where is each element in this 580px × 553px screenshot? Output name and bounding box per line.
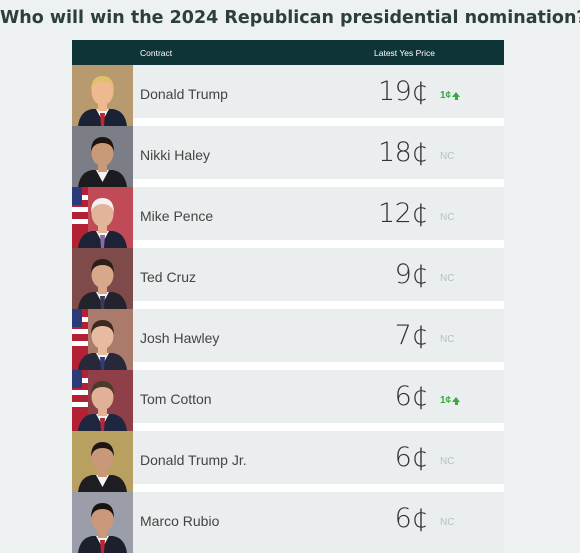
- table-row[interactable]: Donald Trump Jr. 6¢ NC: [72, 431, 504, 492]
- table-header: Contract Latest Yes Price: [72, 40, 504, 65]
- arrow-up-icon: [452, 92, 461, 97]
- no-change-text: NC: [440, 456, 455, 467]
- candidate-name[interactable]: Nikki Haley: [140, 147, 211, 163]
- table-row[interactable]: Ted Cruz 9¢ NC: [72, 248, 504, 309]
- table-row[interactable]: Nikki Haley 18¢ NC: [72, 126, 504, 187]
- arrow-up-icon: [452, 397, 461, 402]
- table-row[interactable]: Josh Hawley 7¢ NC: [72, 309, 504, 370]
- table-body: Donald Trump 19¢ 1¢ Nikki Haley 18¢ NC Mike Pe…: [72, 65, 504, 553]
- candidate-photo: [72, 431, 133, 492]
- candidate-photo: [72, 187, 133, 248]
- no-change-text: NC: [440, 334, 455, 345]
- price-change: NC: [440, 517, 454, 528]
- yes-price: 6¢: [394, 503, 429, 534]
- candidate-photo: [72, 370, 133, 431]
- candidate-photo: [72, 492, 133, 553]
- no-change-text: NC: [440, 273, 455, 284]
- yes-price: 9¢: [394, 259, 429, 290]
- no-change-text: NC: [440, 151, 455, 162]
- table-row[interactable]: Tom Cotton 6¢ 1¢: [72, 370, 504, 431]
- price-change: NC: [440, 334, 454, 345]
- candidate-photo: [72, 309, 133, 370]
- candidate-name[interactable]: Marco Rubio: [140, 513, 220, 529]
- candidate-name[interactable]: Josh Hawley: [140, 330, 220, 346]
- price-change: 1¢: [440, 395, 461, 406]
- page-title: Who will win the 2024 Republican preside…: [0, 8, 580, 28]
- yes-price: 19¢: [377, 76, 429, 107]
- no-change-text: NC: [440, 212, 455, 223]
- column-header-contract: Contract: [140, 48, 173, 58]
- price-change-text: 1¢: [440, 90, 452, 101]
- yes-price: 6¢: [394, 381, 429, 412]
- price-change: NC: [440, 151, 454, 162]
- yes-price: 18¢: [377, 137, 429, 168]
- yes-price: 7¢: [394, 320, 429, 351]
- candidate-name[interactable]: Tom Cotton: [140, 391, 212, 407]
- price-change-text: 1¢: [440, 395, 452, 406]
- price-change: NC: [440, 212, 454, 223]
- candidate-name[interactable]: Donald Trump: [140, 86, 228, 102]
- candidate-name[interactable]: Mike Pence: [140, 208, 214, 224]
- yes-price: 6¢: [394, 442, 429, 473]
- candidate-name[interactable]: Ted Cruz: [140, 269, 197, 285]
- table-row[interactable]: Donald Trump 19¢ 1¢: [72, 65, 504, 126]
- candidate-photo: [72, 126, 133, 187]
- candidate-photo: [72, 248, 133, 309]
- candidate-photo: [72, 65, 133, 126]
- price-change: 1¢: [440, 90, 461, 101]
- no-change-text: NC: [440, 517, 455, 528]
- candidate-name[interactable]: Donald Trump Jr.: [140, 452, 247, 468]
- table-row[interactable]: Marco Rubio 6¢ NC: [72, 492, 504, 553]
- table-row[interactable]: Mike Pence 12¢ NC: [72, 187, 504, 248]
- price-change: NC: [440, 273, 454, 284]
- yes-price: 12¢: [377, 198, 429, 229]
- column-header-price: Latest Yes Price: [374, 48, 435, 58]
- arrow-up-icon-stem: [454, 97, 458, 100]
- contracts-table: Contract Latest Yes Price Donald Trump 19…: [72, 40, 504, 553]
- price-change: NC: [440, 456, 454, 467]
- arrow-up-icon-stem: [454, 402, 458, 405]
